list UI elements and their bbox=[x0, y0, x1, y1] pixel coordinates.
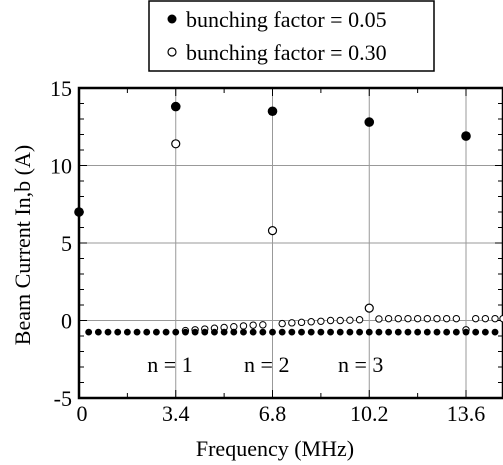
data-point-series-1 bbox=[114, 328, 122, 336]
legend-box bbox=[148, 0, 435, 72]
data-point-series-1 bbox=[220, 328, 228, 336]
x-tick-label: 3.4 bbox=[162, 401, 190, 426]
data-point-series-2 bbox=[481, 314, 490, 323]
y-tick-label: 0 bbox=[61, 309, 72, 334]
data-point-series-2 bbox=[423, 314, 432, 323]
data-point-series-1 bbox=[365, 328, 373, 336]
data-point-series-2 bbox=[384, 314, 393, 323]
data-point-series-2 bbox=[375, 315, 383, 323]
data-point-series-2 bbox=[239, 322, 248, 330]
data-point-series-1 bbox=[240, 328, 247, 336]
data-point-series-2 bbox=[442, 314, 451, 323]
data-point-series-2 bbox=[346, 316, 354, 324]
data-point-series-1 bbox=[162, 328, 170, 336]
data-point-series-1 bbox=[230, 328, 238, 336]
data-point-series-1 bbox=[259, 328, 267, 336]
annotation-harmonic: n = 2 bbox=[244, 352, 289, 377]
data-point-series-1 bbox=[133, 328, 141, 336]
data-point-series-1 bbox=[472, 328, 480, 336]
data-point-series-1 bbox=[143, 328, 151, 336]
data-point-series-2 bbox=[355, 316, 364, 324]
data-point-series-1 bbox=[123, 328, 131, 336]
legend-marker-series-2 bbox=[167, 47, 177, 57]
y-tick-label: 15 bbox=[50, 76, 72, 101]
data-point-series-1 bbox=[404, 328, 412, 336]
data-point-series-2 bbox=[452, 314, 461, 323]
data-point-series-1 bbox=[201, 328, 209, 336]
data-point-series-1 bbox=[327, 328, 334, 336]
data-point-series-1 bbox=[443, 328, 451, 336]
data-point-series-1 bbox=[191, 328, 199, 336]
data-point-series-1 bbox=[394, 328, 402, 336]
data-point-series-2 bbox=[317, 317, 325, 325]
data-point-series-1 bbox=[462, 328, 470, 336]
data-point-series-1 bbox=[307, 328, 315, 336]
x-axis-label: Frequency (MHz) bbox=[196, 436, 354, 461]
x-tick-label: 0 bbox=[77, 401, 88, 426]
data-point-series-1 bbox=[153, 328, 160, 336]
data-point-series-2 bbox=[433, 314, 441, 323]
data-point-series-1 bbox=[182, 328, 189, 336]
data-point-series-2 bbox=[267, 226, 278, 236]
data-point-series-2 bbox=[413, 314, 422, 323]
data-point-series-1 bbox=[423, 328, 431, 336]
data-point-series-1 bbox=[249, 328, 257, 336]
data-point-series-1 bbox=[364, 117, 375, 127]
data-point-series-1 bbox=[211, 328, 218, 336]
data-point-series-2 bbox=[364, 303, 374, 313]
data-point-series-1 bbox=[481, 328, 489, 336]
data-point-series-1 bbox=[172, 328, 180, 336]
data-point-series-1 bbox=[375, 328, 383, 336]
y-tick-label: 5 bbox=[61, 231, 72, 256]
data-point-series-1 bbox=[346, 328, 354, 336]
data-point-series-2 bbox=[336, 316, 344, 325]
y-tick-label: 10 bbox=[50, 154, 72, 179]
data-point-series-1 bbox=[433, 328, 441, 336]
data-point-series-2 bbox=[249, 321, 257, 329]
y-tick-label: -5 bbox=[54, 386, 72, 411]
data-point-series-1 bbox=[317, 328, 325, 336]
data-point-series-2 bbox=[288, 319, 296, 327]
data-point-series-2 bbox=[297, 318, 306, 327]
data-point-series-2 bbox=[171, 139, 181, 149]
data-point-series-1 bbox=[414, 328, 422, 336]
data-point-series-1 bbox=[94, 328, 102, 336]
annotation-harmonic: n = 3 bbox=[338, 352, 383, 377]
data-point-series-1 bbox=[461, 131, 471, 141]
data-point-series-2 bbox=[394, 314, 402, 323]
data-point-series-2 bbox=[491, 314, 499, 323]
data-point-series-1 bbox=[74, 207, 84, 217]
x-tick-label: 10.2 bbox=[350, 401, 389, 426]
data-point-series-2 bbox=[278, 319, 286, 328]
x-tick-label: 13.6 bbox=[447, 401, 486, 426]
data-point-series-1 bbox=[269, 328, 276, 336]
legend-marker-series-1 bbox=[167, 14, 177, 24]
data-point-series-1 bbox=[385, 328, 393, 336]
data-point-series-1 bbox=[298, 328, 305, 336]
annotation-harmonic: n = 1 bbox=[147, 352, 192, 377]
data-point-series-2 bbox=[404, 314, 412, 323]
x-tick-label: 6.8 bbox=[259, 401, 287, 426]
data-point-series-1 bbox=[267, 106, 278, 117]
data-point-series-1 bbox=[491, 328, 499, 336]
plot-frame bbox=[77, 86, 503, 400]
legend: bunching factor = 0.05 bunching factor =… bbox=[148, 0, 435, 72]
data-point-series-1 bbox=[452, 328, 460, 336]
data-point-series-1 bbox=[336, 328, 344, 336]
data-point-series-2 bbox=[326, 316, 335, 325]
legend-label-series-1: bunching factor = 0.05 bbox=[186, 7, 387, 32]
data-point-series-1 bbox=[104, 328, 112, 336]
data-point-series-2 bbox=[307, 318, 315, 326]
data-point-series-2 bbox=[471, 314, 480, 323]
data-point-series-1 bbox=[356, 328, 363, 336]
data-point-series-1 bbox=[278, 328, 286, 336]
data-point-series-2 bbox=[259, 321, 267, 329]
data-point-series-1 bbox=[85, 328, 93, 336]
data-point-series-1 bbox=[170, 101, 181, 112]
legend-label-series-2: bunching factor = 0.30 bbox=[186, 40, 387, 65]
y-axis-label: Beam Current In,b (A) bbox=[10, 145, 35, 345]
data-point-series-1 bbox=[288, 328, 296, 336]
